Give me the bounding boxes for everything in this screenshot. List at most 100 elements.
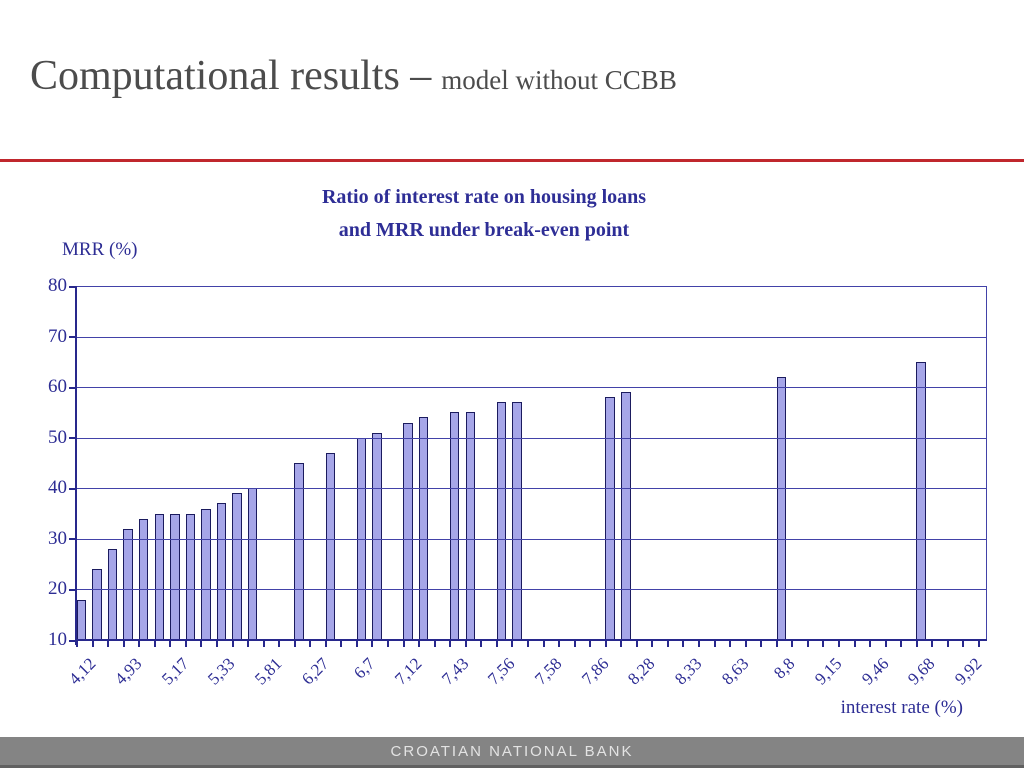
x-tick <box>153 641 156 647</box>
x-tick <box>760 641 763 647</box>
bar <box>605 397 615 640</box>
bar <box>185 513 196 640</box>
x-tick-label: 8,28 <box>624 654 659 689</box>
x-tick <box>713 641 716 647</box>
gridline <box>77 437 987 439</box>
footer-text: CROATIAN NATIONAL BANK <box>390 743 634 760</box>
bar <box>123 528 133 640</box>
x-tick-label: 7,86 <box>577 654 613 689</box>
x-tick <box>698 641 700 647</box>
x-tick <box>231 641 234 647</box>
x-tick <box>495 641 498 647</box>
x-tick <box>931 641 934 647</box>
gridline <box>77 336 987 338</box>
bar <box>776 377 786 640</box>
x-tick <box>744 641 747 647</box>
y-tick-label: 40 <box>48 477 67 499</box>
chart-title-line2: and MRR under break-even point <box>338 219 630 241</box>
x-tick <box>184 641 187 647</box>
x-tick <box>371 641 374 647</box>
y-tick-label: 60 <box>48 376 67 398</box>
x-tick <box>729 641 732 647</box>
gridline <box>77 589 987 591</box>
x-tick <box>262 641 265 647</box>
x-tick <box>76 641 78 647</box>
x-tick <box>589 641 592 647</box>
gridline <box>77 387 987 389</box>
x-tick <box>558 641 561 647</box>
bar <box>170 513 180 640</box>
x-tick <box>822 641 825 647</box>
x-tick-label: 7,58 <box>530 654 566 689</box>
bar <box>294 463 304 640</box>
x-tick <box>620 641 623 647</box>
bar <box>201 508 211 640</box>
bar <box>372 432 382 640</box>
x-tick <box>464 641 467 647</box>
x-tick-label: 7,56 <box>484 654 519 689</box>
bar <box>216 503 227 640</box>
x-tick <box>418 641 421 647</box>
x-tick <box>324 641 327 647</box>
x-tick <box>962 641 965 647</box>
x-tick <box>666 641 669 647</box>
bar <box>247 488 258 640</box>
x-tick <box>387 641 389 647</box>
x-tick-label: 8,33 <box>670 654 706 689</box>
x-tick <box>853 641 856 647</box>
x-tick <box>122 641 125 647</box>
y-tick-label: 50 <box>48 426 67 448</box>
page-subtitle: model without CCBB <box>441 65 677 95</box>
gridline <box>77 538 987 540</box>
y-tick-label: 30 <box>48 527 67 549</box>
bar <box>138 518 149 640</box>
x-tick-label: 5,17 <box>157 654 193 689</box>
bar <box>916 361 926 640</box>
bar <box>325 452 336 640</box>
x-tick <box>775 641 778 647</box>
x-tick <box>200 641 203 647</box>
bar <box>418 417 429 640</box>
bar <box>621 392 631 640</box>
bar <box>76 599 87 640</box>
bar <box>107 548 118 640</box>
x-tick <box>915 641 918 647</box>
x-tick <box>884 641 887 647</box>
x-tick <box>278 641 281 647</box>
page-title: Computational results – <box>30 53 432 99</box>
y-tick <box>69 386 75 389</box>
x-tick <box>977 641 980 647</box>
x-tick-label: 8,63 <box>717 654 753 689</box>
chart-title-line1: Ratio of interest rate on housing loans <box>321 186 647 208</box>
x-tick <box>340 641 343 647</box>
y-tick <box>69 336 75 339</box>
x-tick <box>651 641 654 647</box>
y-tick-label: 10 <box>48 629 67 650</box>
x-tick-label: 5,81 <box>251 654 286 689</box>
x-tick <box>573 641 576 647</box>
bar <box>232 493 242 640</box>
x-tick <box>946 641 949 647</box>
y-tick-label: 80 <box>48 275 67 296</box>
x-tick <box>542 641 545 647</box>
x-tick <box>480 641 483 647</box>
slide-header: Computational results – model without CC… <box>30 52 677 100</box>
gridline <box>77 286 987 287</box>
x-tick-label: 7,43 <box>437 654 473 689</box>
x-tick-label: 6,27 <box>297 654 333 689</box>
x-axis-line <box>77 639 987 641</box>
x-tick <box>900 641 903 647</box>
x-tick-label: 9,15 <box>810 654 846 689</box>
x-tick <box>91 641 94 647</box>
x-tick <box>511 641 514 647</box>
x-tick-label: 9,46 <box>857 654 892 689</box>
y-tick-label: 70 <box>48 325 67 347</box>
x-tick-label: 4,93 <box>111 654 146 689</box>
x-tick <box>169 641 172 647</box>
bar <box>403 422 413 640</box>
x-tick-label: 5,33 <box>204 654 239 689</box>
y-tick <box>69 538 75 541</box>
plot-area: 10 20 30 40 50 60 70 80 4,12 4,93 5,17 5,33 5,81 6,27… <box>48 275 987 688</box>
plot-right-border <box>986 286 987 640</box>
y-tick <box>69 639 75 642</box>
